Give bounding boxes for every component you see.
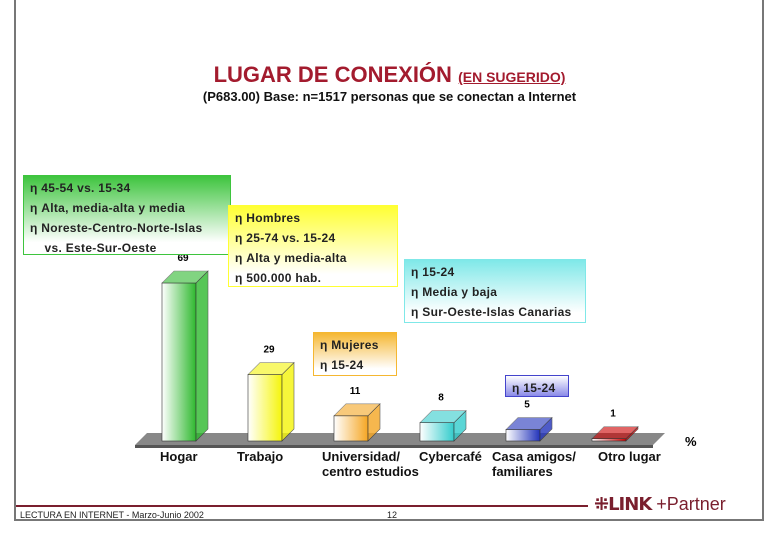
bar-top — [333, 403, 381, 417]
data-label: 29 — [263, 345, 275, 356]
bar-side — [195, 270, 209, 442]
category-label-line: Hogar — [160, 449, 198, 464]
category-label: Otro lugar — [598, 449, 661, 464]
annotation-line: η Mujeres — [320, 338, 379, 352]
annotation-line: η Alta, media-alta y media — [30, 201, 186, 215]
annotation-line: η 15-24 — [411, 265, 455, 279]
chart-floor-edge — [135, 445, 653, 448]
annotation-line: η 15-24 — [320, 358, 364, 372]
annotation-box: η Hombres η 25-74 vs. 15-24 η Alta y media… — [228, 205, 398, 287]
bar-front — [505, 429, 541, 442]
category-label-line: Trabajo — [237, 449, 284, 464]
bar-front — [419, 422, 455, 442]
annotation-line: η Media y baja — [411, 285, 498, 299]
category-label: Trabajo — [237, 449, 283, 464]
data-label: 69 — [177, 253, 189, 264]
bar-front — [333, 415, 369, 442]
category-label-line: Otro lugar — [598, 449, 661, 464]
bar-top — [419, 410, 467, 423]
footer-source: LECTURA EN INTERNET - Marzo-Junio 2002 — [20, 510, 204, 520]
link-partner-logo: ⁜LINK +Partner — [594, 494, 726, 515]
bar-front — [247, 374, 283, 442]
annotation-line: η Sur-Oeste-Islas Canarias — [411, 305, 572, 319]
bar-top — [247, 362, 295, 375]
data-label: 11 — [350, 386, 361, 397]
category-label-line: familiares — [492, 464, 553, 479]
category-label: Cybercafé — [419, 449, 482, 464]
bar-front — [161, 282, 197, 442]
category-label: Casa amigos/familiares — [492, 449, 576, 479]
annotation-box: η 15-24 η Media y baja η Sur-Oeste-Islas C… — [404, 259, 586, 323]
data-label: 8 — [438, 393, 444, 404]
data-label: 5 — [524, 400, 530, 411]
annotation-line: η Noreste-Centro-Norte-Islas — [30, 221, 203, 235]
bar-front — [591, 438, 627, 442]
annotation-box: η 15-24 — [505, 375, 569, 397]
annotation-line: η 15-24 — [512, 381, 556, 395]
category-label-line: Casa amigos/ — [492, 449, 576, 464]
annotation-line: η Alta y media-alta — [235, 251, 347, 265]
category-label-line: Cybercafé — [419, 449, 482, 464]
bar-top — [505, 417, 553, 430]
chart-title: LUGAR DE CONEXIÓN (EN SUGERIDO) — [213, 62, 566, 87]
y-unit-label: % — [685, 434, 697, 449]
data-label: 1 — [610, 409, 616, 420]
bar-top — [591, 426, 639, 440]
footer-divider — [16, 505, 588, 507]
chart-subtitle: (P683.00) Base: n=1517 personas que se c… — [202, 89, 577, 104]
annotation-box: η Mujeres η 15-24 — [313, 332, 397, 376]
bar-side — [281, 361, 295, 442]
annotation-line: η 25-74 vs. 15-24 — [235, 231, 336, 245]
slide-frame — [14, 0, 764, 521]
bar-top — [161, 270, 209, 284]
page-number: 12 — [387, 510, 398, 520]
annotation-line: vs. Este-Sur-Oeste — [30, 241, 157, 255]
annotation-line: η Hombres — [235, 211, 301, 225]
annotation-box: η 45-54 vs. 15-34 η Alta, media-alta y me… — [23, 175, 231, 255]
category-label: Universidad/centro estudios — [322, 449, 419, 479]
category-label-line: Universidad/ — [322, 449, 401, 464]
annotation-line: η 45-54 vs. 15-34 — [30, 181, 131, 195]
category-label-line: centro estudios — [322, 464, 419, 479]
chart-floor — [135, 433, 665, 445]
annotation-line: η 500.000 hab. — [235, 271, 322, 285]
category-label: Hogar — [160, 449, 198, 464]
